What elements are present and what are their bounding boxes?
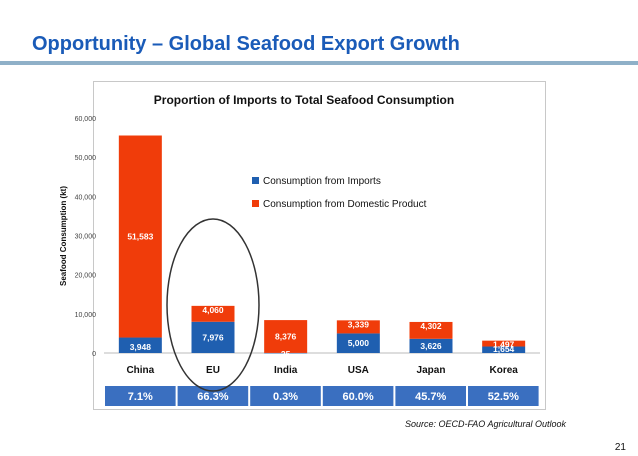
bar-imports-india — [264, 352, 308, 354]
bar-domestic-japan — [409, 321, 453, 339]
data-label-imports: 25 — [281, 349, 291, 359]
import-share-value: 7.1% — [128, 391, 153, 403]
x-tick-label: India — [274, 365, 298, 376]
y-tick-label: 10,000 — [75, 312, 97, 319]
import-share-cell — [322, 386, 394, 406]
x-tick-label: China — [126, 365, 154, 376]
slide-title: Opportunity – Global Seafood Export Grow… — [32, 33, 460, 55]
x-tick-label: EU — [206, 365, 220, 376]
import-share-value: 52.5% — [488, 391, 519, 403]
import-share-value: 0.3% — [273, 391, 298, 403]
highlight-circle — [166, 218, 260, 392]
import-share-cell — [395, 386, 466, 406]
chart-frame — [93, 81, 546, 410]
data-label-domestic: 3,339 — [348, 319, 370, 329]
data-label-imports: 5,000 — [348, 338, 370, 348]
bar-domestic-eu — [191, 305, 235, 322]
data-label-domestic: 51,583 — [127, 231, 153, 241]
bar-domestic-china — [118, 135, 162, 338]
y-tick-label: 20,000 — [75, 273, 97, 280]
data-label-domestic: 8,376 — [275, 331, 297, 341]
y-tick-label: 40,000 — [75, 194, 97, 201]
bar-domestic-korea — [482, 340, 526, 347]
import-share-value: 45.7% — [415, 391, 446, 403]
import-share-cell — [468, 386, 539, 406]
import-share-value: 66.3% — [197, 391, 228, 403]
bar-imports-japan — [409, 338, 453, 353]
legend-swatch-imports — [252, 177, 259, 184]
x-tick-label: USA — [348, 365, 369, 376]
bar-imports-usa — [336, 333, 380, 353]
y-axis-label: Seafood Consumption (kt) — [59, 186, 68, 286]
y-tick-label: 50,000 — [75, 155, 97, 162]
page-number: 21 — [614, 442, 626, 453]
data-label-imports: 3,626 — [420, 341, 442, 351]
x-tick-label: Japan — [417, 365, 446, 376]
legend-label-imports: Consumption from Imports — [263, 176, 381, 187]
y-tick-label: 30,000 — [75, 234, 97, 241]
import-share-cell — [105, 386, 176, 406]
data-label-domestic: 1,497 — [493, 340, 515, 350]
legend-label-domestic: Consumption from Domestic Product — [263, 199, 427, 210]
import-share-cell — [250, 386, 321, 406]
source-note: Source: OECD-FAO Agricultural Outlook — [404, 419, 566, 429]
y-tick-label: 60,000 — [75, 116, 97, 123]
import-share-value: 60.0% — [342, 391, 373, 403]
bar-imports-china — [118, 337, 162, 353]
x-tick-label: Korea — [489, 365, 518, 376]
data-label-domestic: 4,302 — [420, 321, 442, 331]
data-label-imports: 3,948 — [130, 342, 152, 352]
data-label-imports: 7,976 — [202, 332, 224, 342]
bar-domestic-india — [264, 320, 308, 353]
title-divider — [0, 61, 638, 65]
import-share-cell — [177, 386, 249, 406]
bar-imports-korea — [482, 346, 526, 353]
chart-title: Proportion of Imports to Total Seafood C… — [154, 93, 454, 107]
data-label-domestic: 4,060 — [202, 305, 224, 315]
y-tick-label: 0 — [92, 351, 96, 358]
bar-domestic-usa — [336, 320, 380, 334]
bar-imports-eu — [191, 321, 235, 353]
data-label-imports: 1,654 — [493, 344, 515, 354]
legend-swatch-domestic — [252, 200, 259, 207]
